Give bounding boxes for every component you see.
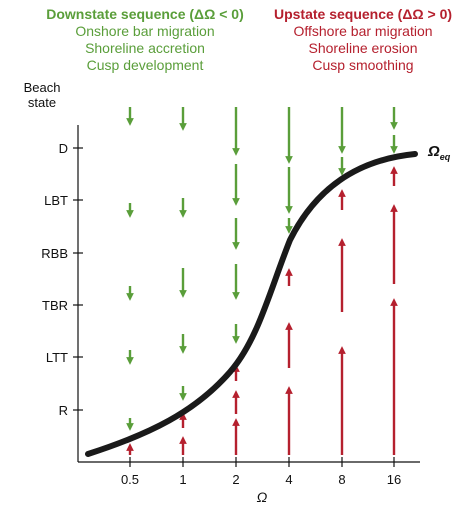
- y-tick-label-LTT: LTT: [46, 350, 68, 365]
- y-tick-label-TBR: TBR: [42, 298, 68, 313]
- x-tick-label-1: 1: [179, 472, 186, 487]
- y-tick-label-RBB: RBB: [41, 246, 68, 261]
- upstate-line-1: Offshore bar migration: [293, 23, 433, 39]
- x-tick-label-2: 2: [232, 472, 239, 487]
- downstate-title: Downstate sequence (ΔΩ < 0): [46, 6, 244, 22]
- downstate-line-2: Shoreline accretion: [85, 40, 205, 56]
- x-tick-label-8: 8: [338, 472, 345, 487]
- upstate-header: Upstate sequence (ΔΩ > 0) Offshore bar m…: [248, 6, 476, 74]
- y-axis-label-line1: Beach: [24, 80, 61, 95]
- downstate-header: Downstate sequence (ΔΩ < 0) Onshore bar …: [30, 6, 260, 74]
- downstate-line-3: Cusp development: [86, 57, 204, 73]
- x-tick-label-0.5: 0.5: [121, 472, 139, 487]
- curve-label-main: Ω: [427, 143, 440, 160]
- upstate-arrows: [126, 166, 398, 455]
- y-axis-label-line2: state: [28, 95, 56, 110]
- curve-label: Ωeq: [427, 143, 451, 162]
- upstate-line-3: Cusp smoothing: [312, 57, 414, 73]
- downstate-arrows: [126, 107, 398, 431]
- upstate-title: Upstate sequence (ΔΩ > 0): [273, 6, 453, 22]
- y-tick-label-R: R: [59, 403, 68, 418]
- equilibrium-curve: [85, 151, 418, 457]
- x-ticks: [129, 457, 395, 467]
- x-tick-label-16: 16: [387, 472, 401, 487]
- downstate-line-1: Onshore bar migration: [75, 23, 215, 39]
- upstate-line-2: Shoreline erosion: [308, 40, 418, 56]
- y-ticks: [73, 147, 83, 411]
- curve-label-sub: eq: [440, 152, 451, 162]
- y-tick-label-D: D: [59, 141, 68, 156]
- x-axis-label: Ω: [257, 489, 268, 505]
- y-tick-label-LBT: LBT: [44, 193, 68, 208]
- x-tick-label-4: 4: [285, 472, 292, 487]
